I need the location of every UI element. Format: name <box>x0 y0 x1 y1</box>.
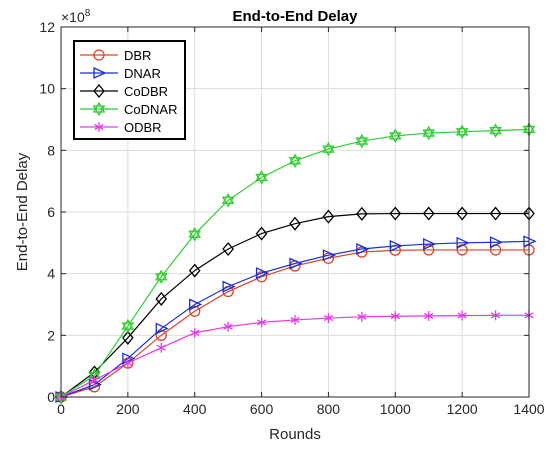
legend-entry-dbr: DBR <box>80 48 151 63</box>
data-point-codbr <box>456 206 468 221</box>
legend-marker-codnar <box>92 101 106 117</box>
y-axis-exponent: ×108 <box>61 8 91 25</box>
data-point-codnar <box>455 124 469 140</box>
data-point-codbr <box>422 206 435 221</box>
legend-label-codbr: CoDBR <box>124 84 168 99</box>
series-line-codbr <box>60 212 529 398</box>
legend: DBR DNAR CoDBR CoDNAR ODBR <box>73 40 186 140</box>
y-exponent-base: ×10 <box>61 9 85 25</box>
data-point-odbr <box>156 342 166 353</box>
legend-entry-dnar: DNAR <box>80 66 161 81</box>
data-point-odbr <box>223 321 233 332</box>
legend-entry-codbr: CoDBR <box>80 83 168 99</box>
data-point-odbr <box>123 358 133 369</box>
legend-box <box>73 40 186 140</box>
y-tick-label: 8 <box>47 142 55 158</box>
y-tick-label: 12 <box>39 19 55 35</box>
data-point-codnar <box>188 226 202 242</box>
series-codbr <box>55 206 535 405</box>
x-tick-label: 1200 <box>447 401 478 417</box>
legend-label-dnar: DNAR <box>124 66 161 81</box>
legend-label-codnar: CoDNAR <box>124 102 177 117</box>
x-tick-label: 400 <box>183 401 207 417</box>
x-tick-label: 1400 <box>513 401 544 417</box>
data-point-codbr <box>155 291 168 306</box>
data-point-codbr <box>389 206 402 221</box>
x-tick-label: 0 <box>57 401 65 417</box>
legend-marker-dnar <box>93 66 107 80</box>
data-point-dnar <box>322 249 336 262</box>
x-tick-label: 600 <box>250 401 274 417</box>
data-point-odbr <box>357 311 367 322</box>
data-point-codbr <box>489 206 502 221</box>
grid <box>60 26 530 398</box>
legend-entry-codnar: CoDNAR <box>80 101 177 117</box>
data-point-odbr <box>256 317 267 328</box>
data-point-dnar <box>489 236 504 249</box>
data-point-dnar <box>456 236 470 249</box>
data-point-codnar <box>388 128 402 144</box>
y-tick-label: 4 <box>47 266 55 282</box>
x-tick-label: 1000 <box>380 401 411 417</box>
series-layer <box>54 122 537 405</box>
y-axis-label: End-to-End Delay <box>14 152 31 271</box>
series-line-codnar <box>60 128 530 398</box>
data-point-dnar <box>255 267 270 280</box>
y-tick-label: 2 <box>47 327 55 343</box>
data-point-codnar <box>422 125 436 141</box>
data-point-codbr <box>322 209 335 224</box>
y-tick-label: 10 <box>39 81 55 97</box>
data-point-odbr <box>290 314 300 325</box>
data-point-dbr <box>155 329 167 341</box>
x-axis-label: Rounds <box>269 426 321 443</box>
data-point-codbr <box>188 263 201 278</box>
legend-marker-codbr <box>93 83 105 99</box>
data-point-odbr <box>89 375 100 386</box>
data-point-codbr <box>122 330 134 345</box>
data-point-odbr <box>490 310 501 321</box>
y-tick-label: 0 <box>47 389 55 405</box>
legend-marker-odbr <box>94 122 104 132</box>
x-tick-label: 800 <box>317 401 341 417</box>
data-point-dnar <box>222 280 236 293</box>
data-point-codbr <box>222 241 234 257</box>
data-point-codnar <box>288 153 302 169</box>
data-point-dnar <box>356 242 370 256</box>
data-point-codnar <box>355 133 369 149</box>
data-point-odbr <box>457 310 467 321</box>
data-point-codbr <box>289 216 301 231</box>
data-point-dbr <box>189 305 201 317</box>
legend-entry-odbr: ODBR <box>80 120 162 135</box>
data-point-odbr <box>390 311 400 322</box>
data-point-dnar <box>389 239 403 252</box>
legend-label-dbr: DBR <box>124 48 151 63</box>
data-point-dbr <box>423 244 435 256</box>
data-point-codnar <box>154 269 168 285</box>
legend-marker-dbr <box>93 49 105 61</box>
data-point-odbr <box>424 310 434 321</box>
legend-label-odbr: ODBR <box>124 120 162 135</box>
data-point-dnar <box>423 238 437 251</box>
y-tick-label: 6 <box>47 204 55 220</box>
data-point-codbr <box>356 206 368 221</box>
data-point-codnar <box>121 318 135 334</box>
ticks: 0 200 400 600 800 1000 1200 1400 0 2 4 6 8 10 12 <box>39 19 544 417</box>
y-exponent-power: 8 <box>85 8 91 19</box>
data-point-odbr <box>190 327 200 338</box>
data-point-dnar <box>189 298 203 311</box>
data-point-odbr <box>323 313 334 324</box>
data-point-codnar <box>489 123 502 138</box>
series-line-dnar <box>60 240 530 398</box>
chart-title: End-to-End Delay <box>232 8 358 25</box>
x-tick-label: 200 <box>116 401 140 417</box>
data-point-codnar <box>255 170 268 185</box>
data-point-dnar <box>155 322 169 335</box>
data-point-codnar <box>221 192 235 208</box>
data-point-dnar <box>289 257 303 270</box>
data-point-codbr <box>255 226 268 241</box>
data-point-codnar <box>322 141 335 157</box>
